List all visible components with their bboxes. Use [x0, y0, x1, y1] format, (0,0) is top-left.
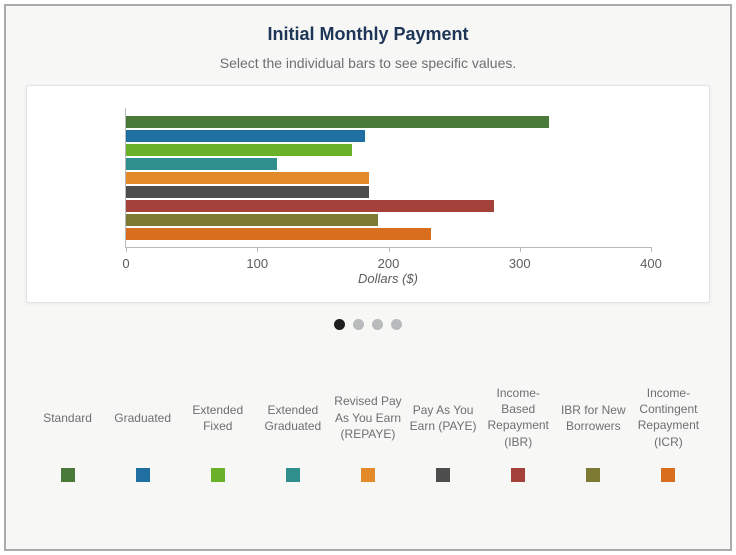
legend-item[interactable]: Extended Fixed	[180, 385, 255, 482]
axis-tick	[126, 247, 127, 252]
chart-bar[interactable]	[126, 214, 378, 226]
legend-item[interactable]: Extended Graduated	[255, 385, 330, 482]
chart-bar[interactable]	[126, 172, 369, 184]
chart-bar[interactable]	[126, 144, 352, 156]
legend-label: Standard	[43, 386, 92, 450]
chart-area: 0100200300400 Dollars ($)	[125, 108, 651, 278]
axis-tick-label: 100	[246, 256, 268, 271]
chart-bar[interactable]	[126, 186, 369, 198]
legend-item[interactable]: Income-Based Repayment (IBR)	[481, 385, 556, 482]
legend-swatch	[136, 468, 150, 482]
pagination-dot[interactable]	[353, 319, 364, 330]
legend-item[interactable]: Standard	[30, 385, 105, 482]
x-axis-label: Dollars ($)	[358, 271, 418, 286]
chart-legend: Standard GraduatedExtended FixedExtended …	[26, 385, 710, 482]
chart-frame: Initial Monthly Payment Select the indiv…	[4, 4, 732, 551]
legend-item[interactable]: Graduated	[105, 385, 180, 482]
legend-swatch	[586, 468, 600, 482]
legend-swatch	[361, 468, 375, 482]
chart-subtitle: Select the individual bars to see specif…	[26, 55, 710, 71]
legend-label: Income-Contingent Repayment (ICR)	[633, 385, 704, 450]
pagination-dot[interactable]	[372, 319, 383, 330]
chart-title: Initial Monthly Payment	[26, 24, 710, 45]
chart-bar[interactable]	[126, 228, 431, 240]
legend-item[interactable]: Income-Contingent Repayment (ICR)	[631, 385, 706, 482]
legend-swatch	[61, 468, 75, 482]
chart-bar[interactable]	[126, 158, 277, 170]
legend-label: Income-Based Repayment (IBR)	[483, 385, 554, 450]
legend-label: Extended Graduated	[257, 386, 328, 450]
legend-item[interactable]: IBR for New Borrowers	[556, 385, 631, 482]
axis-tick-label: 200	[378, 256, 400, 271]
legend-swatch	[286, 468, 300, 482]
chart-bar[interactable]	[126, 130, 365, 142]
legend-label: Revised Pay As You Earn (REPAYE)	[332, 386, 403, 450]
axis-tick	[651, 247, 652, 252]
axis-tick-label: 400	[640, 256, 662, 271]
chart-plot[interactable]: 0100200300400	[125, 108, 651, 248]
legend-swatch	[661, 468, 675, 482]
chart-card: 0100200300400 Dollars ($)	[26, 85, 710, 303]
axis-tick	[389, 247, 390, 252]
pagination-dot[interactable]	[334, 319, 345, 330]
axis-tick	[257, 247, 258, 252]
legend-item[interactable]: Pay As You Earn (PAYE)	[406, 385, 481, 482]
legend-label: IBR for New Borrowers	[558, 386, 629, 450]
legend-label: Pay As You Earn (PAYE)	[408, 386, 479, 450]
chart-bar[interactable]	[126, 200, 494, 212]
axis-tick	[520, 247, 521, 252]
legend-label: Graduated	[114, 386, 171, 450]
legend-label: Extended Fixed	[182, 386, 253, 450]
axis-tick-label: 300	[509, 256, 531, 271]
pagination-dot[interactable]	[391, 319, 402, 330]
axis-tick-label: 0	[122, 256, 129, 271]
legend-swatch	[511, 468, 525, 482]
legend-swatch	[211, 468, 225, 482]
legend-swatch	[436, 468, 450, 482]
legend-item[interactable]: Revised Pay As You Earn (REPAYE)	[330, 385, 405, 482]
pagination-dots	[26, 317, 710, 335]
chart-bar[interactable]	[126, 116, 549, 128]
